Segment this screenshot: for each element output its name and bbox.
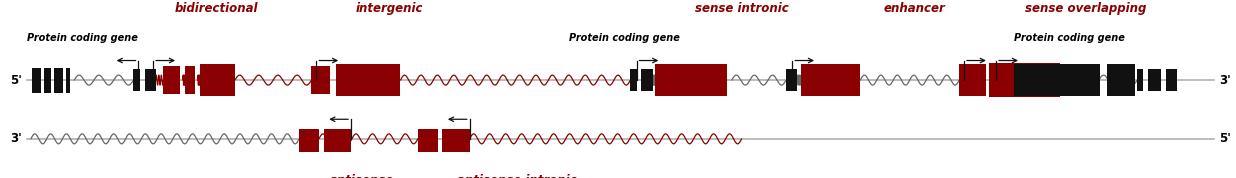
Bar — [311, 66, 330, 94]
Text: 5': 5' — [1219, 132, 1231, 145]
Bar — [786, 69, 797, 91]
Text: 3': 3' — [10, 132, 22, 145]
Bar — [959, 64, 986, 96]
Text: bidirectional: bidirectional — [174, 2, 258, 15]
Text: 5': 5' — [10, 74, 22, 87]
Text: intergenic: intergenic — [356, 2, 423, 15]
Bar — [1107, 64, 1135, 96]
Text: antisense intronic: antisense intronic — [457, 174, 576, 178]
Text: Protein coding gene: Protein coding gene — [27, 33, 138, 43]
Bar — [418, 129, 438, 152]
Bar — [801, 64, 860, 96]
Text: Protein coding gene: Protein coding gene — [569, 33, 680, 43]
Bar — [200, 64, 235, 96]
Text: 3': 3' — [1219, 74, 1231, 87]
Bar — [32, 68, 41, 93]
Bar — [655, 64, 727, 96]
Bar — [66, 68, 70, 93]
Bar — [163, 66, 180, 94]
Bar — [299, 129, 319, 152]
Text: sense intronic: sense intronic — [695, 2, 789, 15]
Bar — [44, 68, 51, 93]
Bar — [1014, 64, 1100, 96]
Bar — [324, 129, 351, 152]
Text: sense overlapping: sense overlapping — [1025, 2, 1146, 15]
Bar — [133, 69, 140, 91]
Bar — [989, 63, 1060, 97]
Bar — [442, 129, 470, 152]
Bar — [145, 69, 156, 91]
Bar — [1166, 69, 1177, 91]
Bar — [54, 68, 63, 93]
Bar — [1148, 69, 1161, 91]
Text: antisense: antisense — [330, 174, 394, 178]
Bar — [1137, 69, 1143, 91]
Bar — [336, 64, 400, 96]
Text: enhancer: enhancer — [884, 2, 946, 15]
Text: Protein coding gene: Protein coding gene — [1014, 33, 1125, 43]
Bar — [630, 69, 637, 91]
Bar — [641, 69, 653, 91]
Bar — [185, 66, 195, 94]
